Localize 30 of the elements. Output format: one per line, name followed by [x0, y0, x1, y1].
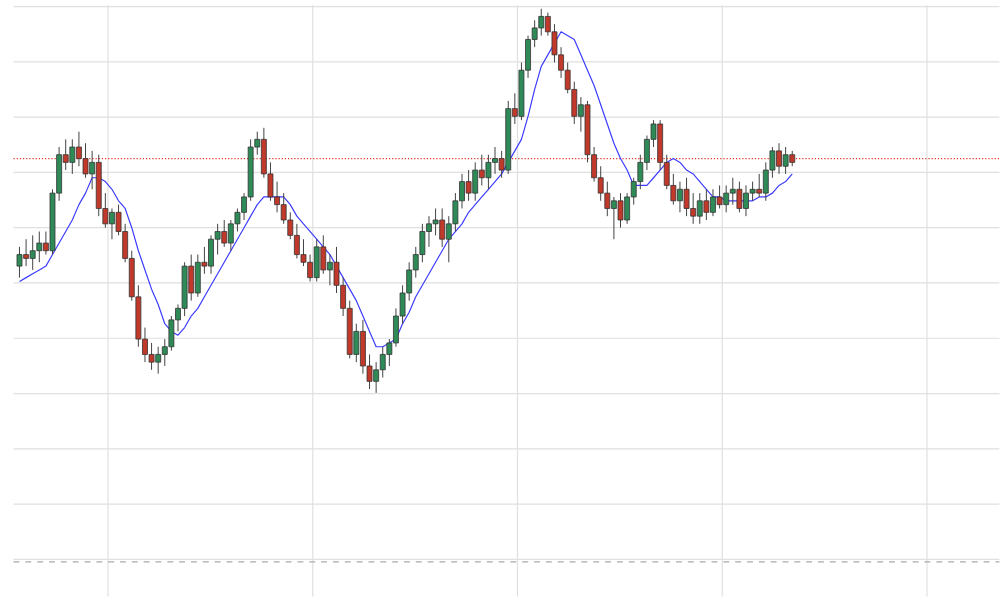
candlestick: [611, 196, 617, 240]
candlestick: [710, 188, 716, 217]
candlestick: [716, 184, 723, 209]
candlestick: [188, 254, 195, 302]
candlestick: [194, 254, 201, 298]
candlestick: [756, 173, 763, 198]
candlestick: [109, 207, 115, 240]
candlestick: [313, 238, 320, 282]
candlestick: [326, 254, 333, 286]
candlestick: [69, 138, 76, 175]
candlestick: [23, 238, 29, 267]
candlestick: [36, 231, 43, 263]
candlestick: [703, 188, 710, 221]
candlestick: [16, 246, 23, 279]
candlestick: [736, 181, 743, 213]
candlestick: [683, 177, 690, 217]
candlestick: [723, 184, 730, 213]
candlestick: [485, 154, 492, 190]
candlestick: [29, 234, 36, 271]
candlestick: [478, 154, 485, 186]
candlestick: [782, 146, 789, 175]
candlestick: [677, 181, 683, 213]
candlestick: [465, 169, 472, 202]
candlestick: [155, 346, 162, 375]
candlestick: [696, 192, 703, 225]
candlestick: [729, 177, 736, 206]
candlestick: [743, 184, 749, 217]
candlestick: [776, 142, 782, 175]
candlestick: [221, 219, 228, 248]
candlestick: [472, 161, 479, 202]
